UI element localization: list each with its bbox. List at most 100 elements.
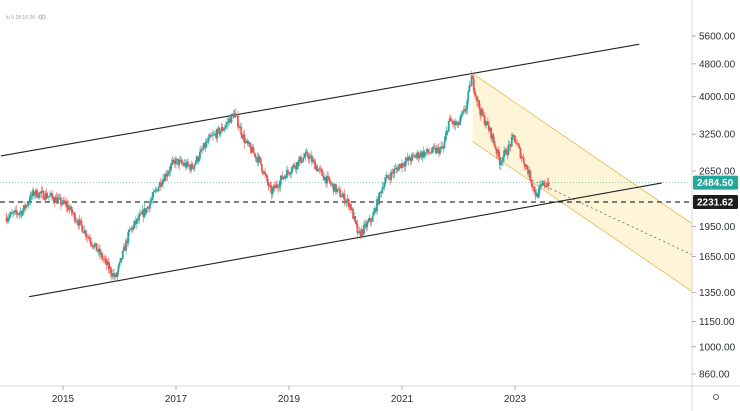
- candle: [247, 140, 250, 147]
- candle: [321, 169, 324, 177]
- candlestick-series: [5, 70, 550, 282]
- candle: [309, 152, 312, 157]
- candle: [540, 180, 542, 190]
- candle: [526, 164, 528, 170]
- candle: [71, 209, 74, 217]
- candle: [504, 147, 507, 153]
- candle: [528, 166, 531, 179]
- candle: [113, 268, 115, 280]
- candle: [474, 92, 477, 101]
- candle: [169, 163, 172, 176]
- candle: [47, 196, 50, 203]
- candle: [364, 219, 366, 229]
- channel-median-line[interactable]: [531, 179, 696, 256]
- candle: [473, 88, 476, 98]
- candle: [245, 139, 248, 144]
- candle: [154, 186, 157, 194]
- candle: [80, 216, 83, 231]
- candle: [304, 149, 307, 162]
- candle: [152, 188, 155, 201]
- candle: [527, 165, 529, 177]
- candle: [397, 163, 400, 171]
- candle: [132, 220, 135, 231]
- candle: [377, 196, 379, 206]
- candle: [499, 157, 502, 171]
- candle: [347, 197, 350, 211]
- trendline-upper[interactable]: [0, 43, 640, 157]
- candle: [256, 152, 259, 167]
- candle: [107, 257, 110, 273]
- candle: [505, 147, 508, 156]
- eye-icon[interactable]: [38, 14, 46, 20]
- trendlines: [0, 43, 662, 298]
- candle: [193, 163, 196, 172]
- candle: [498, 152, 501, 170]
- candle: [493, 136, 496, 148]
- candle: [541, 179, 544, 187]
- candle: [290, 166, 293, 179]
- candle: [5, 212, 8, 224]
- candle: [426, 146, 428, 157]
- candle: [470, 70, 473, 87]
- candle: [282, 176, 285, 181]
- candle: [469, 84, 472, 88]
- candle: [496, 149, 499, 157]
- candle: [170, 158, 173, 170]
- candle: [419, 149, 422, 159]
- candle: [536, 192, 539, 199]
- candle: [430, 148, 433, 155]
- y-tick-label: 4800.00: [699, 59, 736, 70]
- candle: [130, 226, 133, 233]
- candle: [115, 272, 118, 278]
- candle: [15, 205, 18, 218]
- channel-lower-line[interactable]: [472, 141, 696, 294]
- candle: [255, 156, 258, 163]
- candle: [289, 172, 291, 178]
- candle: [129, 228, 132, 231]
- candle: [461, 110, 464, 118]
- candle: [481, 106, 484, 117]
- candle: [428, 147, 431, 156]
- candle: [503, 146, 506, 162]
- trendline-lower[interactable]: [29, 182, 662, 298]
- candle: [442, 145, 445, 154]
- candle: [131, 226, 134, 233]
- candle: [305, 148, 308, 154]
- candle: [492, 132, 495, 144]
- candle: [96, 250, 99, 253]
- settings-icon[interactable]: [712, 393, 720, 401]
- candle: [372, 207, 375, 216]
- candle: [294, 166, 297, 173]
- candle: [215, 129, 218, 142]
- candle: [91, 243, 94, 250]
- candle: [228, 116, 231, 126]
- candle: [121, 249, 124, 261]
- candle: [393, 165, 396, 179]
- candle: [368, 214, 371, 223]
- candle: [316, 163, 319, 173]
- candle: [32, 187, 35, 197]
- candle: [385, 171, 388, 178]
- candle: [243, 129, 246, 149]
- candle: [319, 165, 322, 174]
- candle: [188, 164, 190, 168]
- candle: [69, 204, 72, 211]
- candle: [61, 202, 63, 207]
- candle: [314, 158, 316, 170]
- channel-upper-line[interactable]: [472, 73, 696, 226]
- candle: [231, 112, 234, 116]
- candle: [421, 150, 424, 162]
- candle: [53, 196, 56, 207]
- y-tick-label: 4000.00: [699, 92, 736, 103]
- candle: [79, 219, 82, 226]
- candle: [320, 167, 323, 177]
- candle: [38, 191, 40, 200]
- candle: [404, 156, 407, 172]
- candle: [340, 193, 343, 198]
- candle: [396, 164, 399, 173]
- candle: [451, 119, 453, 124]
- candle: [365, 219, 368, 232]
- candle: [530, 178, 533, 189]
- x-tick-label: 2017: [165, 394, 188, 405]
